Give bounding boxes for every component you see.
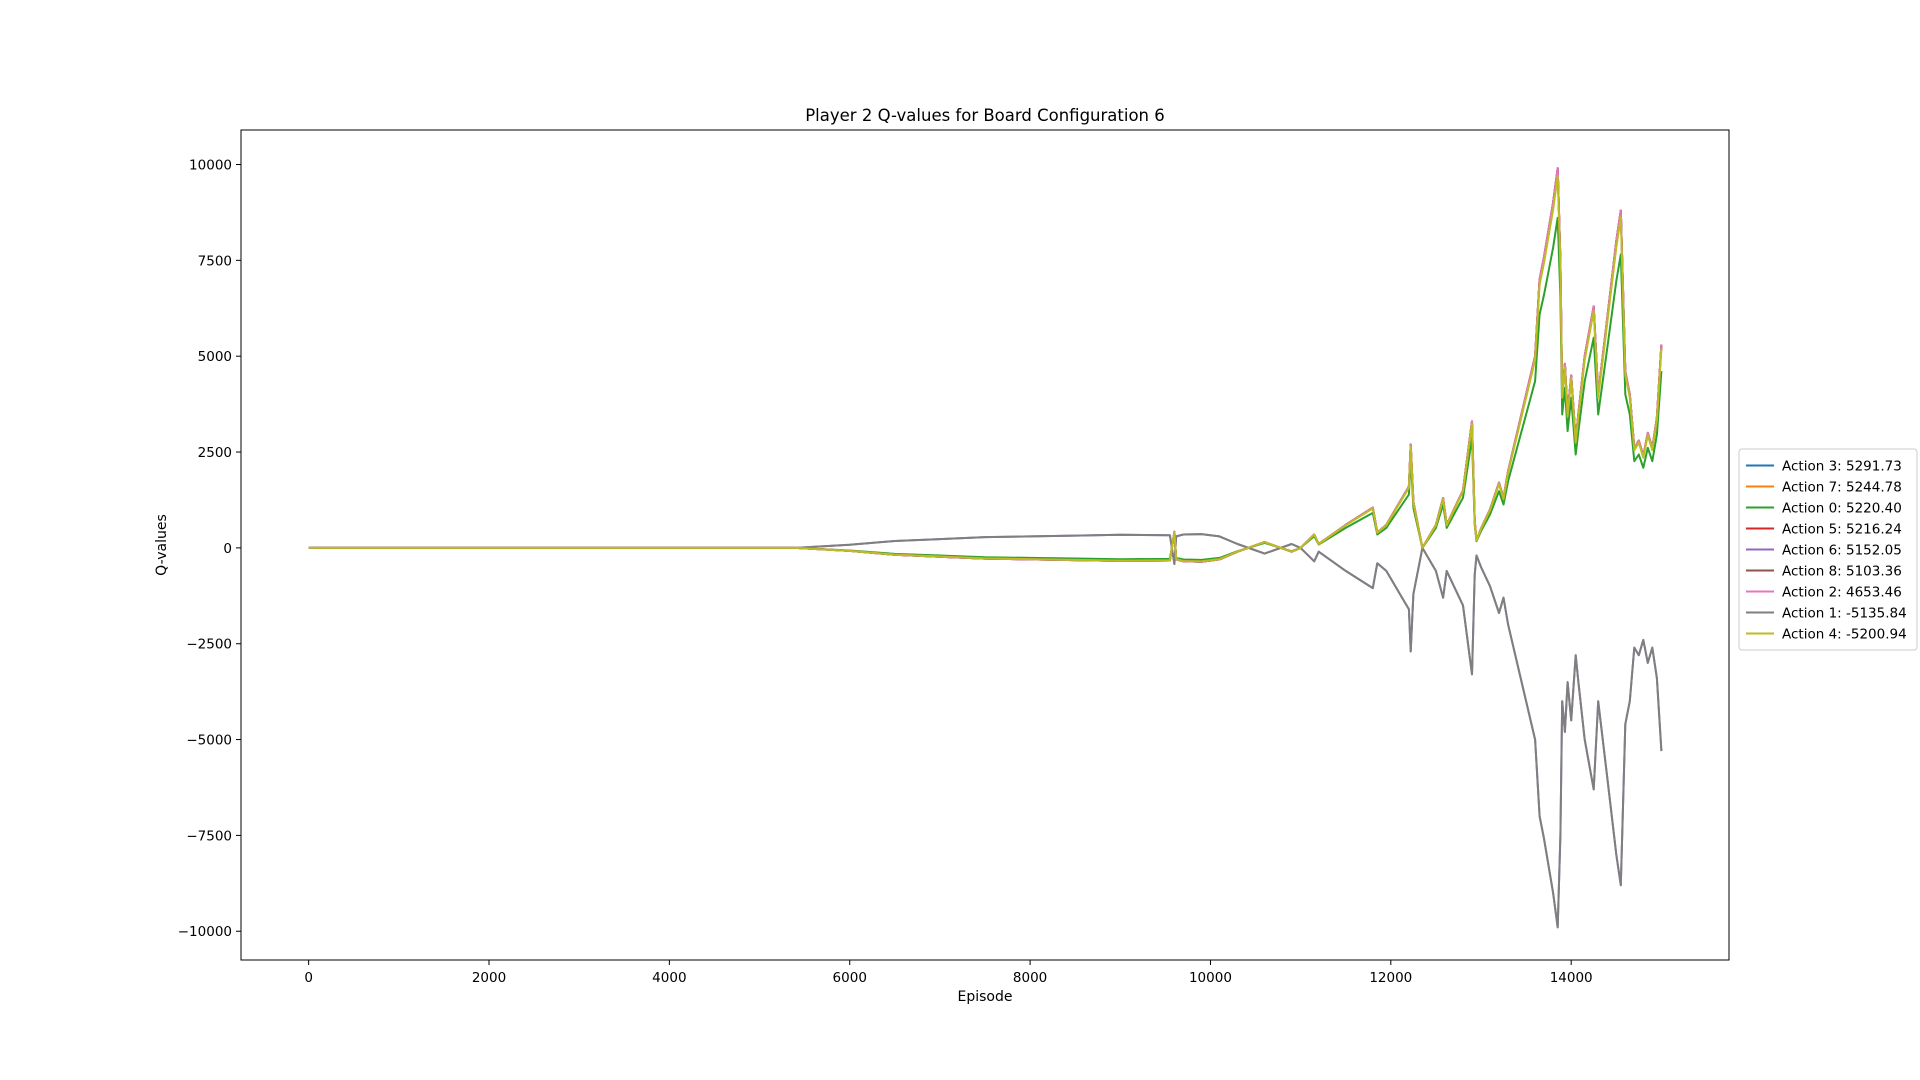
x-tick-label: 10000	[1189, 970, 1232, 986]
x-tick-label: 0	[304, 970, 313, 986]
y-tick-label: 7500	[198, 253, 232, 269]
x-tick-label: 6000	[833, 970, 867, 986]
series-line-4	[308, 533, 1663, 929]
series-line-7	[308, 533, 1663, 929]
y-tick-label: −2500	[186, 637, 232, 653]
x-tick-label: 4000	[652, 970, 686, 986]
y-tick-label: 2500	[198, 445, 232, 461]
legend: Action 3: 5291.73 Action 7: 5244.78 Action…	[1738, 448, 1918, 651]
y-tick-label: −7500	[186, 828, 232, 844]
legend-label: Action 1: -5135.84	[1782, 606, 1907, 622]
y-axis-title: Q-values	[154, 514, 170, 576]
legend-label: Action 6: 5152.05	[1782, 543, 1902, 559]
series-line-8	[308, 174, 1663, 563]
y-tick-label: 0	[223, 541, 232, 557]
series-line-2	[308, 216, 1663, 561]
plot-frame	[240, 129, 1730, 961]
legend-label: Action 4: -5200.94	[1782, 627, 1907, 643]
x-axis-title: Episode	[958, 989, 1013, 1005]
legend-label: Action 3: 5291.73	[1782, 459, 1902, 475]
y-tick-label: 5000	[198, 349, 232, 365]
legend-label: Action 7: 5244.78	[1782, 480, 1902, 496]
x-tick-label: 2000	[472, 970, 506, 986]
y-tick-label: −10000	[178, 924, 232, 940]
legend-box	[1738, 448, 1918, 651]
x-tick-label: 12000	[1369, 970, 1412, 986]
y-axis: −10000 −7500 −5000 −2500 0 2500 5000 7500 10000	[178, 158, 241, 940]
chart-title: Player 2 Q-values for Board Configuratio…	[805, 106, 1165, 125]
x-tick-label: 8000	[1013, 970, 1047, 986]
series-layer	[308, 167, 1663, 929]
legend-label: Action 5: 5216.24	[1782, 522, 1902, 538]
legend-label: Action 2: 4653.46	[1782, 585, 1902, 601]
y-tick-label: 10000	[189, 158, 232, 174]
y-tick-label: −5000	[186, 733, 232, 749]
x-tick-label: 14000	[1550, 970, 1593, 986]
x-axis: 0 2000 4000 6000 8000 10000 12000 14000	[304, 960, 1593, 986]
legend-label: Action 8: 5103.36	[1782, 564, 1902, 580]
legend-label: Action 0: 5220.40	[1782, 501, 1902, 517]
